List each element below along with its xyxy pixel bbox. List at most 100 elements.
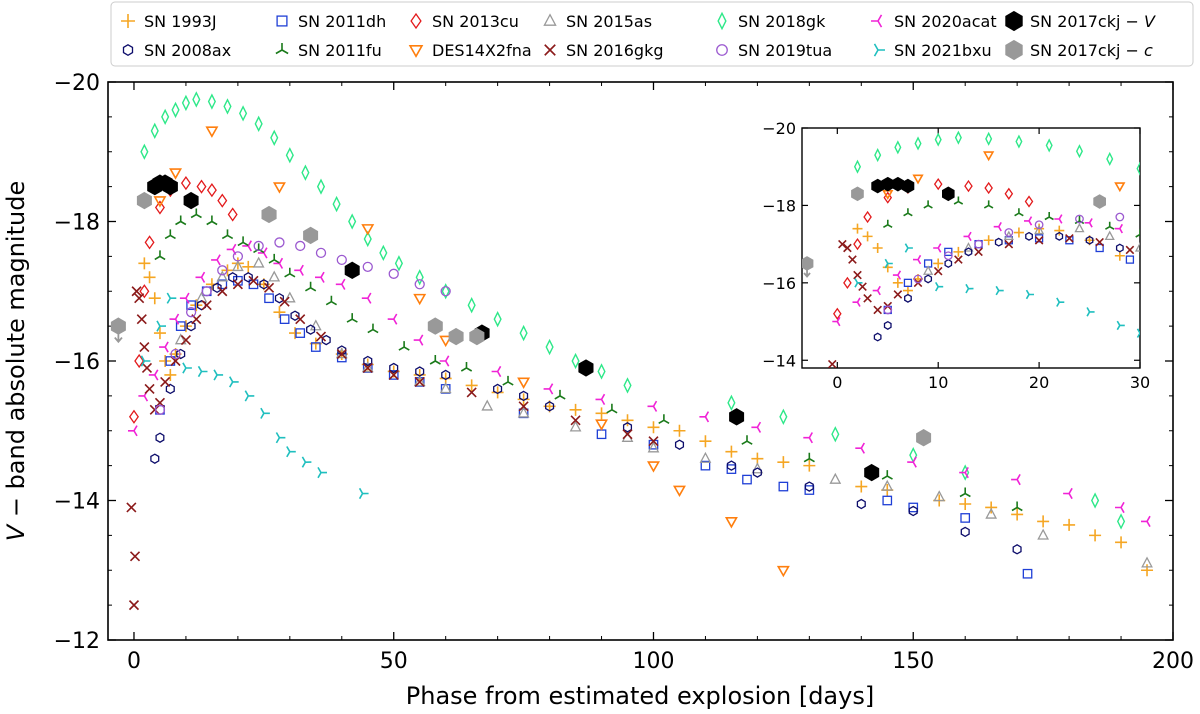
data-point — [569, 403, 582, 416]
data-point — [149, 404, 160, 415]
data-point — [127, 425, 138, 437]
data-point — [725, 445, 738, 458]
data-point — [414, 279, 425, 290]
data-point — [179, 320, 192, 333]
data-point — [388, 268, 399, 279]
data-point — [242, 260, 255, 273]
inset-data-point — [1114, 182, 1126, 193]
data-point — [196, 179, 207, 194]
data-point — [621, 414, 634, 427]
inset-data-point — [1075, 214, 1084, 224]
series-sn-2019tua — [154, 237, 451, 415]
data-point — [275, 432, 286, 444]
inset-data-point — [872, 243, 883, 253]
inset-data-point — [1125, 255, 1135, 264]
legend-marker — [122, 44, 134, 57]
data-point — [413, 334, 424, 346]
data-point — [742, 474, 752, 485]
data-point — [1114, 501, 1125, 514]
data-point — [1022, 568, 1033, 579]
inset-data-point — [913, 274, 923, 284]
inset-data-point — [914, 136, 922, 151]
data-point — [491, 386, 504, 399]
legend-item: SN 2013cu — [410, 12, 519, 31]
inset-data-point — [933, 177, 943, 191]
data-point — [139, 284, 150, 299]
legend-marker — [1005, 10, 1023, 32]
data-point — [159, 341, 169, 353]
inset-data-point — [933, 258, 944, 269]
data-point — [186, 320, 196, 332]
inset-data-point — [935, 281, 944, 292]
inset-data-point — [954, 255, 963, 264]
data-point — [595, 407, 608, 420]
data-point — [363, 355, 373, 367]
data-point — [283, 291, 296, 303]
data-point — [493, 310, 502, 328]
data-point — [110, 317, 126, 344]
inset-data-point — [953, 246, 964, 257]
data-point — [413, 368, 426, 381]
inset-data-point — [1055, 231, 1064, 241]
data-point — [154, 250, 166, 261]
data-point — [205, 126, 219, 138]
inset-data-point — [883, 320, 892, 330]
inset-data-point — [852, 223, 863, 234]
inset-data-point — [924, 274, 933, 284]
data-point — [517, 406, 530, 418]
data-point — [622, 422, 633, 433]
legend-marker — [544, 44, 556, 56]
data-point — [361, 224, 375, 236]
data-point — [440, 286, 451, 297]
data-point — [491, 365, 502, 378]
inset-y-tick-label: −14 — [762, 351, 796, 370]
data-point — [248, 275, 259, 286]
data-point — [1140, 515, 1151, 527]
data-point — [362, 261, 373, 272]
x-tick-label: 150 — [892, 649, 934, 674]
data-point — [272, 182, 286, 194]
legend-label: SN 2019tua — [738, 41, 832, 60]
data-point — [439, 355, 450, 367]
inset-data-point — [1136, 161, 1140, 176]
data-point — [389, 362, 399, 374]
legend-label: SN 2021bxu — [894, 41, 992, 60]
data-point — [647, 421, 660, 434]
inset-data-point — [862, 231, 873, 242]
data-point — [195, 271, 206, 283]
data-point — [232, 251, 244, 262]
data-point — [139, 341, 150, 353]
data-point — [260, 407, 270, 419]
data-point — [186, 300, 196, 311]
inset-data-point — [854, 278, 863, 288]
data-point — [257, 247, 268, 259]
legend-box — [110, 1, 1194, 67]
legend-label: SN 2008ax — [144, 41, 231, 60]
data-point — [325, 295, 337, 306]
data-point — [253, 240, 264, 252]
inset-series-sn-2016gkg — [827, 234, 1135, 368]
inset-data-point — [1065, 234, 1074, 243]
data-point — [174, 333, 187, 345]
series-sn-1993j — [138, 257, 1154, 577]
data-point — [140, 143, 149, 160]
data-point — [933, 490, 946, 502]
data-point — [274, 292, 284, 304]
data-point — [648, 436, 659, 447]
data-point — [882, 495, 893, 506]
data-point — [344, 261, 360, 279]
data-point — [804, 485, 815, 495]
inset-data-point — [942, 186, 955, 202]
legend-item: DES14X2fna — [408, 41, 532, 60]
legend-item: SN 2020acat — [871, 12, 997, 31]
data-point — [217, 286, 228, 297]
legend-label: SN 2011dh — [298, 12, 386, 31]
data-point — [160, 376, 171, 387]
data-point — [303, 226, 319, 245]
legend-label: SN 2020acat — [894, 12, 997, 31]
y-tick-label: −20 — [54, 71, 100, 96]
data-point — [180, 335, 191, 346]
data-point — [273, 257, 284, 269]
y-axis-label-italic: V — [2, 523, 30, 541]
data-point — [336, 254, 347, 266]
